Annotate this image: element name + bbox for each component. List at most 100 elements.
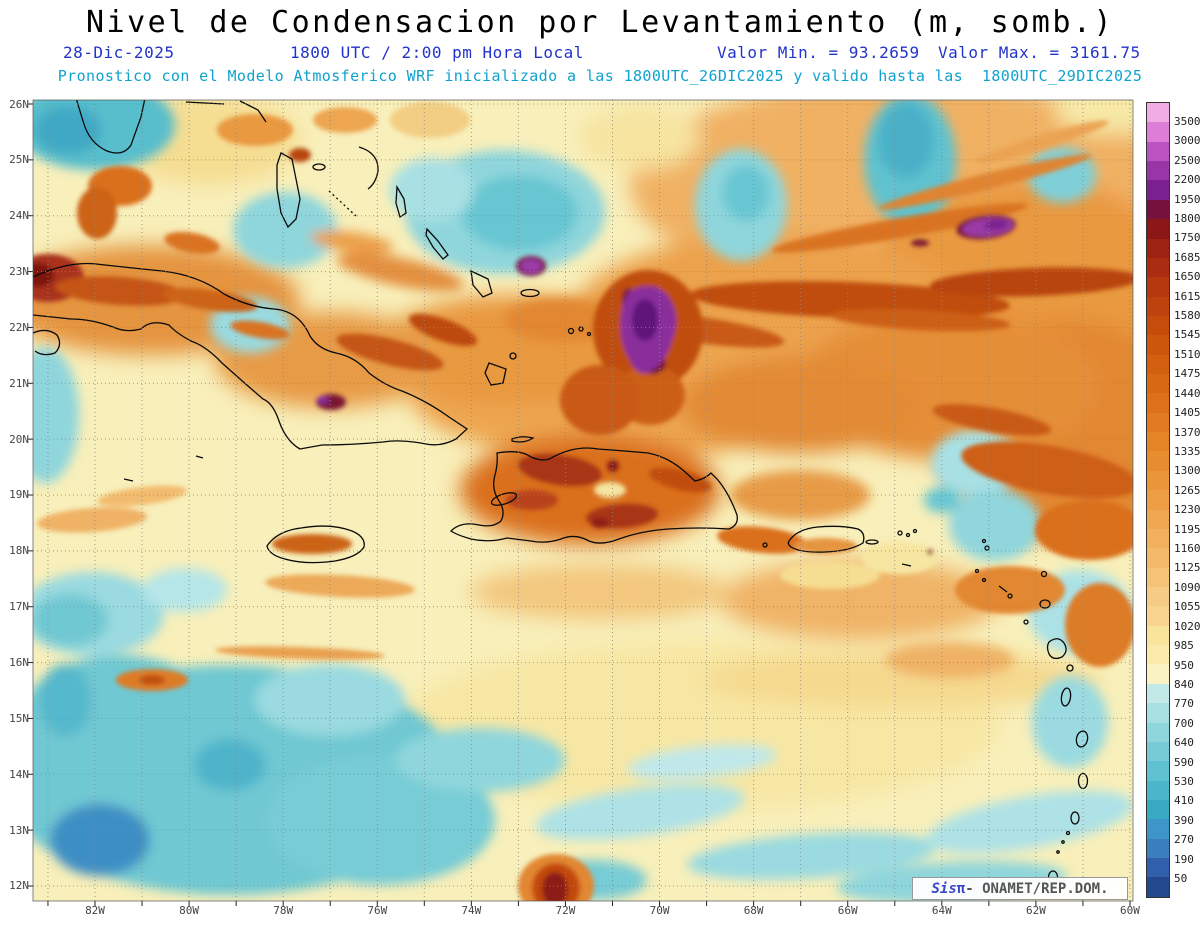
colorbar-segment bbox=[1147, 393, 1169, 413]
coastline-cuba bbox=[33, 262, 469, 450]
colorbar-segment bbox=[1147, 238, 1169, 258]
colorbar-segment bbox=[1147, 858, 1169, 878]
colorbar-segment bbox=[1147, 722, 1169, 742]
colorbar-tick-label: 1580 bbox=[1174, 309, 1200, 323]
colorbar-tick-label: 1750 bbox=[1174, 231, 1200, 245]
colorbar-tick-label: 270 bbox=[1174, 833, 1194, 847]
colorbar-tick-label: 1545 bbox=[1174, 328, 1200, 342]
lat-label: 22N bbox=[9, 320, 29, 334]
coastline-crooked-acklins bbox=[470, 269, 493, 298]
colorbar-segment bbox=[1147, 606, 1169, 626]
colorbar-tick-label: 1020 bbox=[1174, 619, 1200, 633]
coastlines-layer bbox=[33, 100, 1089, 884]
colorbar-tick-label: 1230 bbox=[1174, 503, 1200, 517]
lat-label: 26N bbox=[9, 97, 29, 111]
lat-label: 16N bbox=[9, 656, 29, 670]
colorbar-tick-label: 1195 bbox=[1174, 522, 1200, 536]
colorbar-tick-label: 1370 bbox=[1174, 425, 1200, 439]
colorbar-segment bbox=[1147, 741, 1169, 762]
lat-label: 17N bbox=[9, 600, 29, 614]
colorbar-tick-label: 985 bbox=[1174, 639, 1194, 653]
valid-time: 1800 UTC / 2:00 pm Hora Local bbox=[290, 43, 584, 62]
colorbar-segment bbox=[1147, 548, 1169, 568]
credit-sis: Sis bbox=[931, 880, 957, 897]
coastline-tortuga bbox=[511, 436, 535, 443]
lon-label: 64W bbox=[931, 904, 952, 917]
coastline-gonave bbox=[490, 492, 518, 506]
page-title: Nivel de Condensacion por Levantamiento … bbox=[85, 5, 1115, 40]
lon-label: 68W bbox=[743, 904, 764, 917]
coastline-eleuthera bbox=[358, 146, 379, 190]
value-min-label: Valor Min. = 93.2659 bbox=[717, 43, 920, 62]
colorbar-tick-label: 1335 bbox=[1174, 444, 1200, 458]
colorbar-segment bbox=[1147, 761, 1169, 781]
colorbar-segment bbox=[1147, 625, 1169, 646]
colorbar-segment bbox=[1147, 451, 1169, 471]
colorbar-tick-label: 1650 bbox=[1174, 270, 1200, 284]
lat-label: 14N bbox=[9, 767, 29, 781]
colorbar-segment bbox=[1147, 219, 1169, 239]
coastline-virgin-islands bbox=[897, 528, 918, 567]
colorbar-tick-label: 190 bbox=[1174, 852, 1194, 866]
colorbar-tick-label: 1475 bbox=[1174, 367, 1200, 381]
colorbar-segment bbox=[1147, 374, 1169, 394]
colorbar-segment bbox=[1147, 567, 1169, 587]
credit-separator: - bbox=[965, 880, 983, 897]
colorbar-segment bbox=[1147, 199, 1169, 220]
colorbar-tick-label: 1405 bbox=[1174, 406, 1200, 420]
lon-label: 82W bbox=[85, 904, 105, 917]
coastline-exuma-cays bbox=[328, 190, 357, 217]
colorbar-segment bbox=[1147, 103, 1169, 123]
colorbar-segment bbox=[1147, 315, 1169, 336]
colorbar-tick-label: 1300 bbox=[1174, 464, 1200, 478]
coastline-long-island bbox=[425, 227, 449, 260]
colorbar-segment bbox=[1147, 528, 1169, 549]
colorbar-segment bbox=[1147, 877, 1169, 897]
pi-symbol: π bbox=[956, 880, 966, 897]
coastline-turks-1 bbox=[567, 327, 575, 335]
colorbar-tick-label: 590 bbox=[1174, 755, 1194, 769]
coastline-turks-3 bbox=[586, 331, 592, 337]
lat-label: 25N bbox=[9, 153, 29, 167]
colorbar-tick-label: 1615 bbox=[1174, 289, 1200, 303]
colorbar bbox=[1146, 102, 1170, 898]
lon-label: 70W bbox=[649, 904, 670, 917]
colorbar-tick-label: 3000 bbox=[1174, 134, 1200, 148]
colorbar-segment bbox=[1147, 819, 1169, 839]
lat-label: 18N bbox=[9, 544, 29, 558]
colorbar-segment bbox=[1147, 296, 1169, 316]
colorbar-tick-label: 530 bbox=[1174, 775, 1194, 788]
lat-label: 21N bbox=[9, 376, 29, 390]
colorbar-tick-label: 3500 bbox=[1174, 114, 1200, 128]
coastline-little-inagua bbox=[509, 352, 517, 360]
colorbar-tick-label: 770 bbox=[1174, 697, 1194, 711]
colorbar-segment bbox=[1147, 257, 1169, 278]
coastline-mayaguana bbox=[520, 288, 540, 298]
lon-label: 78W bbox=[273, 904, 294, 917]
colorbar-tick-label: 840 bbox=[1174, 677, 1194, 691]
lat-label: 15N bbox=[9, 711, 29, 725]
colorbar-tick-label: 2500 bbox=[1174, 153, 1200, 167]
colorbar-tick-label: 1090 bbox=[1174, 580, 1200, 594]
colorbar-tick-label: 1265 bbox=[1174, 483, 1200, 497]
coastline-isla-juventud bbox=[33, 329, 61, 356]
colorbar-segment bbox=[1147, 161, 1169, 181]
colorbar-segment bbox=[1147, 645, 1169, 665]
lon-label: 72W bbox=[555, 904, 576, 917]
colorbar-segment bbox=[1147, 780, 1169, 800]
colorbar-tick-label: 410 bbox=[1174, 794, 1194, 808]
valid-date: 28-Dic-2025 bbox=[63, 43, 175, 62]
coastline-florida bbox=[75, 100, 146, 154]
colorbar-segment bbox=[1147, 664, 1169, 684]
lat-label: 19N bbox=[9, 488, 29, 502]
coastline-jamaica bbox=[266, 525, 365, 564]
colorbar-tick-label: 1055 bbox=[1174, 600, 1200, 614]
colorbar-segment bbox=[1147, 799, 1169, 820]
colorbar-segment bbox=[1147, 683, 1169, 704]
lat-label: 12N bbox=[9, 879, 29, 893]
colorbar-tick-label: 1950 bbox=[1174, 192, 1200, 206]
colorbar-segment bbox=[1147, 586, 1169, 607]
colorbar-segment bbox=[1147, 509, 1169, 529]
